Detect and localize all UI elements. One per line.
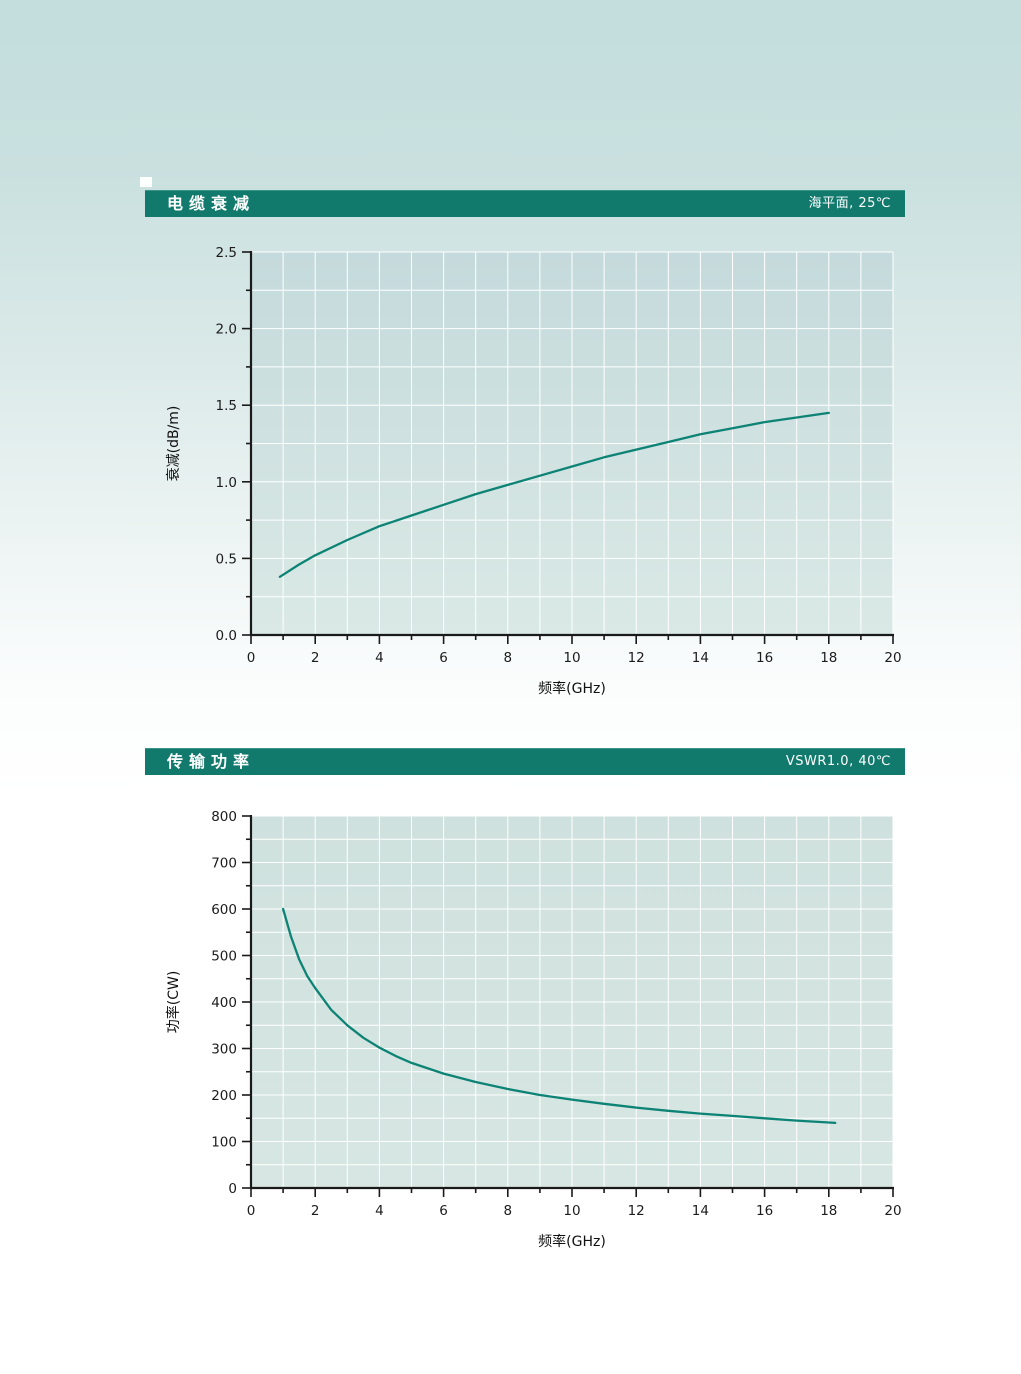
x-tick-label: 8 — [504, 650, 513, 666]
tick-labels: 0 2 4 6 8 10 12 14 16 18 2001002003004005006007008… — [211, 809, 901, 1219]
x-tick-label: 18 — [820, 650, 837, 666]
page-artifact-mark — [140, 177, 152, 187]
tick-marks — [242, 251, 894, 644]
tick-labels: 0 2 4 6 8 10 12 14 16 18 20 0.0 0.5 1.0 1.5 2.0 2.5 — [216, 245, 902, 666]
y-tick-label: 0.5 — [216, 551, 237, 567]
y-tick-label: 1.5 — [216, 398, 237, 414]
x-tick-label: 18 — [820, 1203, 837, 1219]
x-tick-label: 20 — [884, 650, 901, 666]
y-tick-label: 500 — [211, 949, 237, 965]
x-tick-label: 16 — [756, 650, 773, 666]
x-axis-title: 频率(GHz) — [538, 1233, 606, 1250]
section-condition: 海平面, 25℃ — [808, 196, 891, 211]
x-axis-title: 频率(GHz) — [538, 680, 606, 697]
x-tick-label: 14 — [692, 1203, 709, 1219]
x-tick-label: 10 — [563, 1203, 580, 1219]
section-title: 传输功率 — [167, 751, 256, 771]
y-tick-label: 700 — [211, 856, 237, 872]
x-tick-label: 10 — [563, 650, 580, 666]
y-tick-label: 2.0 — [216, 322, 237, 338]
y-tick-label: 200 — [211, 1088, 237, 1104]
y-tick-label: 2.5 — [216, 245, 237, 261]
x-tick-label: 0 — [247, 1203, 256, 1219]
y-tick-label: 1.0 — [216, 475, 237, 491]
y-axis-title: 功率(CW) — [165, 971, 182, 1034]
x-tick-label: 0 — [247, 650, 256, 666]
x-tick-label: 20 — [884, 1203, 901, 1219]
x-tick-label: 12 — [628, 650, 645, 666]
section-header-transmission-power: 传输功率 VSWR1.0, 40℃ — [145, 748, 905, 775]
section-title: 电缆衰减 — [167, 193, 256, 213]
x-tick-label: 8 — [504, 1203, 513, 1219]
axes — [249, 251, 894, 637]
gridlines — [251, 251, 894, 635]
data-line-attenuation — [278, 411, 830, 578]
x-tick-label: 6 — [439, 1203, 448, 1219]
x-tick-label: 14 — [692, 650, 709, 666]
y-tick-label: 600 — [211, 902, 237, 918]
y-tick-label: 800 — [211, 809, 237, 825]
gridlines — [251, 815, 894, 1188]
y-tick-label: 0 — [228, 1181, 237, 1197]
y-axis-title: 衰减(dB/m) — [165, 406, 182, 482]
x-tick-label: 12 — [628, 1203, 645, 1219]
transmission-power-chart: 0 2 4 6 8 10 12 14 16 18 2001002003004005006007008… — [165, 809, 902, 1250]
y-tick-label: 400 — [211, 995, 237, 1011]
x-tick-label: 4 — [375, 650, 384, 666]
y-tick-label: 300 — [211, 1042, 237, 1058]
x-tick-label: 6 — [439, 650, 448, 666]
x-tick-label: 2 — [311, 1203, 320, 1219]
section-condition: VSWR1.0, 40℃ — [785, 754, 891, 769]
section-header-cable-attenuation: 电缆衰减 海平面, 25℃ — [145, 190, 905, 217]
x-tick-label: 2 — [311, 650, 320, 666]
x-tick-label: 16 — [756, 1203, 773, 1219]
axes — [249, 815, 894, 1190]
x-tick-label: 4 — [375, 1203, 384, 1219]
cable-attenuation-chart: 0 2 4 6 8 10 12 14 16 18 20 0.0 0.5 1.0 1.5 2.0 2.5 频率(GH… — [165, 245, 902, 697]
y-tick-label: 100 — [211, 1135, 237, 1151]
y-tick-label: 0.0 — [216, 628, 237, 644]
data-line-power — [281, 907, 837, 1125]
